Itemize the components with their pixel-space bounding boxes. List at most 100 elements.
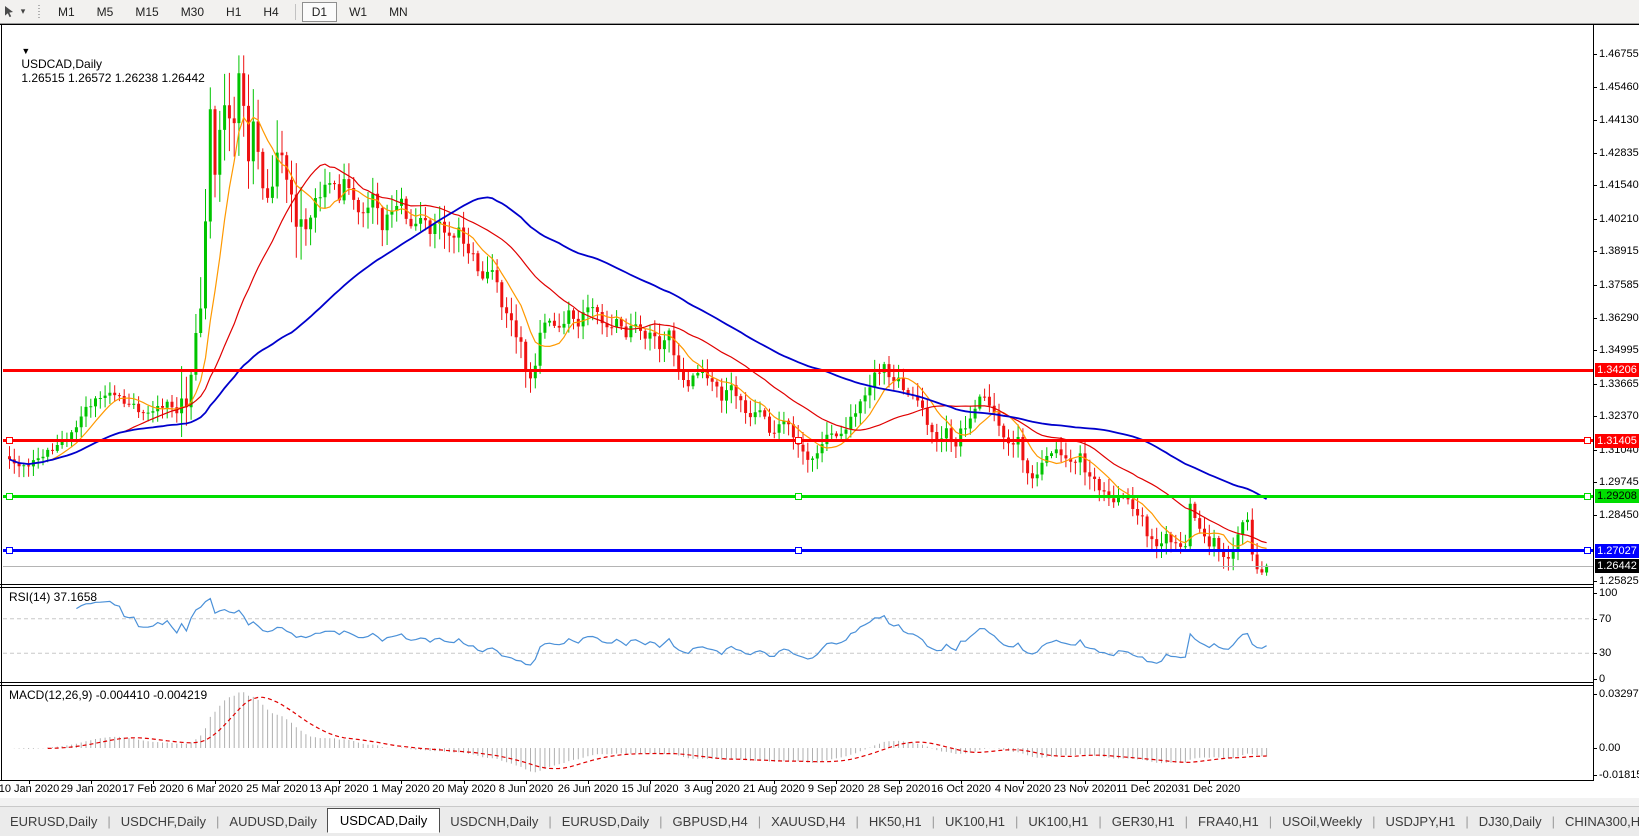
rsi-axis-label: 30 <box>1599 647 1612 659</box>
rsi-axis-label: 70 <box>1599 613 1612 625</box>
window-left-border <box>1 24 2 781</box>
price-axis-tick <box>1593 251 1597 252</box>
rsi-axis-tick <box>1593 653 1597 654</box>
chart-tab-usdcad-daily[interactable]: USDCAD,Daily <box>326 807 441 833</box>
timeframe-button-m5[interactable]: M5 <box>96 4 114 19</box>
timeframe-button-h1[interactable]: H1 <box>226 4 242 19</box>
chart-tab-gbpusd-h4[interactable]: GBPUSD,H4 <box>672 814 748 829</box>
tab-separator: | <box>1372 814 1376 829</box>
chart-tab-xauusd-h4[interactable]: XAUUSD,H4 <box>771 814 846 829</box>
price-axis-tick <box>1593 285 1597 286</box>
price-axis-tick <box>1593 350 1597 351</box>
chart-tab-usdjpy-h1[interactable]: USDJPY,H1 <box>1385 814 1456 829</box>
ma-slow-line <box>9 196 1268 500</box>
chart-tab-usdcnh-daily[interactable]: USDCNH,Daily <box>450 814 539 829</box>
price-axis-tick <box>1593 482 1597 483</box>
date-axis-tick <box>774 780 775 784</box>
price-axis-label: 1.40210 <box>1599 213 1639 225</box>
date-axis-tick <box>1209 780 1210 784</box>
chart-tab-uk100-h1[interactable]: UK100,H1 <box>945 814 1006 829</box>
chart-tab-usoil-weekly[interactable]: USOil,Weekly <box>1282 814 1363 829</box>
timeframe-button-h4[interactable]: H4 <box>263 4 279 19</box>
rsi-label: RSI(14) 37.1658 <box>9 590 98 604</box>
hline-handle[interactable] <box>1584 493 1591 500</box>
tab-separator: | <box>216 814 220 829</box>
timeframe-button-m1[interactable]: M1 <box>58 4 75 19</box>
macd-label: MACD(12,26,9) -0.004410 -0.004219 <box>9 688 208 702</box>
chart-tab-eurusd-daily[interactable]: EURUSD,Daily <box>10 814 98 829</box>
price-axis-label: 1.37585 <box>1599 279 1639 291</box>
date-axis-tick <box>339 780 340 784</box>
tab-separator: | <box>659 814 663 829</box>
price-axis-label: 1.45460 <box>1599 81 1639 93</box>
timeframe-button-m15[interactable]: M15 <box>135 4 159 19</box>
bottom-scroll-strip[interactable] <box>0 798 1639 806</box>
rsi-macd-separator-b[interactable] <box>0 685 1594 686</box>
chart-tab-bar: EURUSD,Daily | USDCHF,Daily | AUDUSD,Daily US… <box>0 806 1639 836</box>
chart-tab-hk50-h1[interactable]: HK50,H1 <box>868 814 922 829</box>
chart-tab-ger30-h1[interactable]: GER30,H1 <box>1111 814 1175 829</box>
chart-tab-audusd-daily[interactable]: AUDUSD,Daily <box>229 814 317 829</box>
date-axis-tick <box>1023 780 1024 784</box>
price-badge-1.29208: 1.29208 <box>1595 489 1639 503</box>
chart-tab-dj30-daily[interactable]: DJ30,Daily <box>1478 814 1542 829</box>
tab-separator: | <box>931 814 936 829</box>
date-axis-border <box>0 780 1594 781</box>
date-axis-label: 29 Jan 2020 <box>60 783 122 795</box>
timeframe-button-mn[interactable]: MN <box>389 4 408 19</box>
rsi-axis-tick <box>1593 679 1597 680</box>
tab-separator: | <box>1184 814 1189 829</box>
chart-title: ▼ USDCAD,Daily 1.26515 1.26572 1.26238 1… <box>8 29 205 99</box>
price-axis-tick <box>1593 318 1597 319</box>
chart-tab-fra40-h1[interactable]: FRA40,H1 <box>1198 814 1259 829</box>
chart-tab-china300-h1[interactable]: CHINA300,H1 <box>1564 814 1639 829</box>
date-axis-label: 23 Nov 2020 <box>1053 783 1117 795</box>
hline-1.34206[interactable] <box>3 369 1593 372</box>
price-axis-label: 1.33665 <box>1599 378 1639 390</box>
toolbar-grip[interactable] <box>37 3 41 20</box>
price-badge-1.31405: 1.31405 <box>1595 434 1639 448</box>
chart-canvas[interactable] <box>0 24 1639 781</box>
date-axis-label: 1 May 2020 <box>372 783 430 795</box>
date-axis-tick <box>29 780 30 784</box>
hline-handle[interactable] <box>6 437 13 444</box>
price-axis-label: 1.42835 <box>1599 147 1639 159</box>
hline-handle[interactable] <box>1584 437 1591 444</box>
hline-handle[interactable] <box>795 437 802 444</box>
pointer-tool-dropdown-icon[interactable]: ▾ <box>20 6 26 16</box>
timeframe-button-d1[interactable]: D1 <box>301 1 338 22</box>
timeframe-button-m30[interactable]: M30 <box>180 4 205 19</box>
date-axis-tick <box>401 780 402 784</box>
date-axis-label: 31 Dec 2020 <box>1177 783 1241 795</box>
main-rsi-separator-b[interactable] <box>0 587 1594 588</box>
hline-handle[interactable] <box>6 547 13 554</box>
hline-handle[interactable] <box>795 493 802 500</box>
window-menu-icon[interactable]: ▼ <box>21 46 31 56</box>
price-axis-label: 1.34995 <box>1599 344 1639 356</box>
date-axis-label: 4 Nov 2020 <box>994 783 1052 795</box>
hline-handle[interactable] <box>795 547 802 554</box>
chart-title-symbol: USDCAD,Daily <box>21 57 103 71</box>
date-axis-label: 20 May 2020 <box>432 783 496 795</box>
price-axis-tick <box>1593 515 1597 516</box>
rsi-line <box>76 597 1267 666</box>
date-axis-label: 15 Jul 2020 <box>621 783 679 795</box>
macd-axis-tick <box>1593 748 1597 749</box>
price-axis-tick <box>1593 384 1597 385</box>
date-axis-tick <box>153 780 154 784</box>
pointer-tool-icon[interactable] <box>2 4 17 20</box>
main-rsi-separator-a <box>0 584 1594 585</box>
macd-signal-line <box>47 696 1267 770</box>
chart-tab-uk100-h1[interactable]: UK100,H1 <box>1028 814 1089 829</box>
tab-separator: | <box>107 814 111 829</box>
chart-tab-eurusd-daily[interactable]: EURUSD,Daily <box>561 814 650 829</box>
timeframe-button-w1[interactable]: W1 <box>349 4 368 19</box>
date-axis-tick <box>899 780 900 784</box>
price-axis-tick <box>1593 185 1597 186</box>
hline-handle[interactable] <box>1584 547 1591 554</box>
chart-tab-usdchf-daily[interactable]: USDCHF,Daily <box>120 814 207 829</box>
hline-handle[interactable] <box>6 493 13 500</box>
timeframe-toolbar: ▾ M1 M5 M15 M30 H1 H4 D1 W1 MN <box>0 0 1639 24</box>
price-axis-label: 1.46755 <box>1599 48 1639 60</box>
